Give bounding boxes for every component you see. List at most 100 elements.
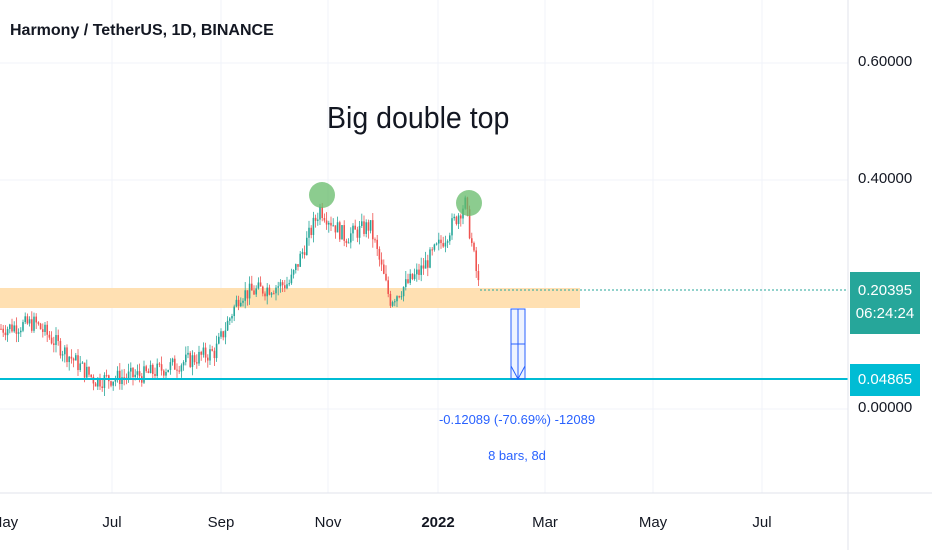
x-tick-label: May [0,514,19,531]
candle-body [169,362,172,370]
candle-body [444,242,447,247]
candle-body [75,355,77,361]
candle-body [196,362,198,364]
candle-body [262,286,264,294]
candle-body [284,285,286,289]
candle-body [301,252,304,254]
x-tick-label: May [638,514,668,531]
candle-body [277,286,279,288]
candle-body [143,366,145,383]
candle-body [286,284,288,289]
candle-body [389,293,392,306]
candle-body [9,324,11,330]
candle-body [13,325,15,332]
candle-body [158,363,161,365]
candle-body [422,265,425,269]
candle-body [152,364,154,374]
candle-body [167,369,169,373]
candle-body [53,343,55,345]
candle-body [160,364,163,371]
candle-body [242,300,244,303]
candle-body [471,238,473,243]
candle-body [328,222,330,225]
candle-body [200,351,202,355]
candle-body [297,264,299,267]
candle-body [24,316,26,323]
candle-body [92,376,95,384]
candle-body [185,354,187,363]
candle-body [409,273,411,283]
candle-body [4,332,7,336]
candle-body [387,280,389,294]
candle-body [477,271,480,281]
candle-body [20,330,22,333]
candle-body [26,316,29,324]
candle-body [438,239,440,244]
candle-body [363,221,365,234]
candle-body [268,287,271,295]
candle-body [37,322,40,324]
candle-body [86,366,88,378]
candle-body [119,370,121,385]
candle-body [314,217,317,221]
candle-body [46,324,48,335]
candle-body [424,260,427,269]
candle-body [292,270,295,275]
candle-body [350,233,352,243]
candle-body [418,269,420,275]
candle-body [288,283,290,285]
candle-body [39,323,42,330]
last-price-value: 0.20395 [857,282,913,299]
candle-body [253,290,255,295]
candle-body [429,249,431,268]
candle-body [231,316,233,319]
candle-body [270,293,273,295]
candle-body [176,369,178,371]
candle-body [312,217,315,235]
candle-body [202,347,205,355]
annotation-text[interactable]: Big double top [327,100,510,135]
candle-body [251,283,253,291]
candle-body [112,381,114,386]
candle-body [218,336,220,344]
candle-body [237,299,240,307]
candle-body [259,282,262,287]
candle-body [55,335,57,345]
candle-body [215,343,218,359]
candle-body [33,316,35,331]
candle-body [413,274,416,280]
candle-body [182,362,185,366]
candle-body [317,219,319,221]
candle-body [279,282,282,287]
candle-body [240,302,242,307]
candle-body [442,243,444,247]
candle-body [15,325,18,334]
candle-body [77,355,79,371]
candle-body [174,358,176,370]
candle-body [319,206,321,220]
candle-body [35,316,37,323]
candle-body [138,371,141,377]
candle-body [6,329,9,336]
candle-body [391,302,394,306]
candle-body [178,370,180,372]
candle-body [385,273,387,281]
y-tick-label: 0.00000 [858,399,913,416]
candle-body [457,215,460,224]
candle-body [222,331,224,338]
candle-body [204,347,207,358]
candle-body [281,282,284,286]
candle-body [453,216,455,219]
candle-body [83,362,86,378]
candle-body [171,358,174,363]
candle-body [310,227,312,235]
x-tick-label: Sep [207,514,235,531]
candle-body [233,306,235,317]
candle-body [101,386,103,388]
candle-body [358,225,361,238]
candle-body [431,249,433,251]
candle-body [198,351,200,364]
candle-body [79,363,81,371]
candle-body [473,242,475,251]
